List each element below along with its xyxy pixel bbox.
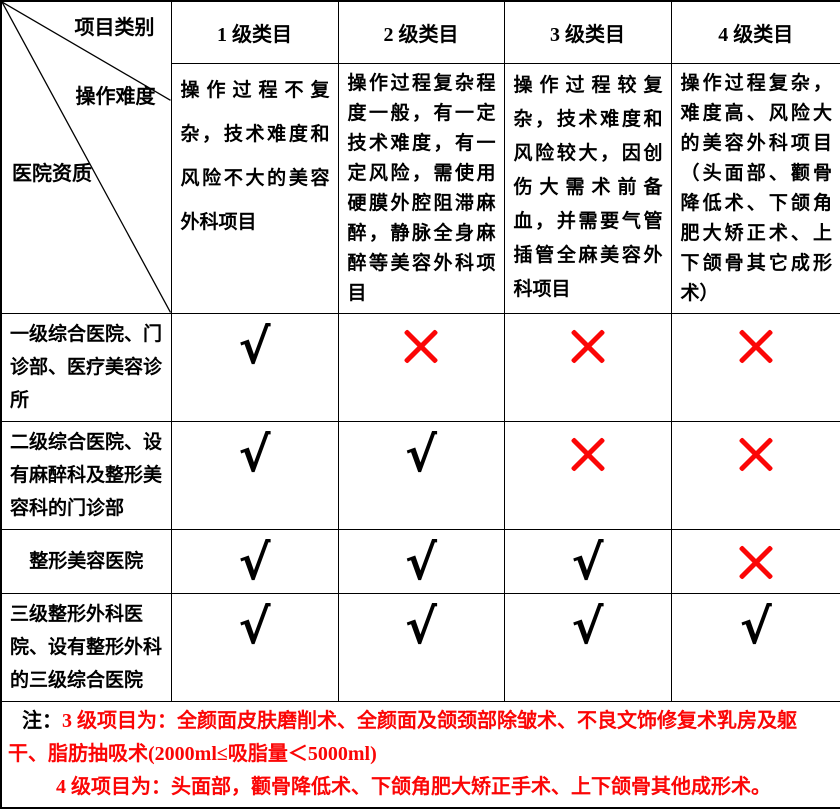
permission-cell bbox=[670, 420, 840, 530]
permission-cell bbox=[337, 592, 505, 702]
footnote-line-level3: 注：3 级项目为：全颜面皮肤磨削术、全颜面及颌颈部除皱术、不良文饰修复术乳房及躯… bbox=[8, 705, 834, 771]
check-icon bbox=[571, 598, 603, 656]
permission-cell bbox=[170, 312, 339, 422]
check-icon bbox=[571, 534, 603, 592]
permission-cell bbox=[170, 528, 339, 594]
permission-cell bbox=[503, 592, 672, 702]
cross-icon bbox=[740, 546, 772, 578]
row-label-plastic-surgery-hospital: 整形美容医院 bbox=[0, 528, 172, 594]
column-header-level-1: 1 级类目 bbox=[170, 0, 339, 64]
footnote-prefix: 注： bbox=[22, 709, 62, 732]
footnote: 注：3 级项目为：全颜面皮肤磨削术、全颜面及颌颈部除皱术、不良文饰修复术乳房及躯… bbox=[0, 700, 840, 808]
diagonal-lines bbox=[2, 2, 171, 313]
permission-cell bbox=[337, 312, 505, 422]
permission-cell bbox=[503, 420, 672, 530]
cross-icon bbox=[572, 330, 604, 362]
footnote-line-level4: 4 级项目为：头面部，颧骨降低术、下颌角肥大矫正手术、上下颌骨其他成形术。 bbox=[56, 775, 771, 798]
check-icon bbox=[405, 426, 437, 484]
cross-icon bbox=[572, 438, 604, 470]
corner-label-hospital-qualification: 医院资质 bbox=[12, 163, 92, 185]
column-header-level-2: 2 级类目 bbox=[337, 0, 505, 64]
corner-diagonal-cell: 项目类别 操作难度 医院资质 bbox=[0, 0, 172, 314]
corner-label-operation-difficulty: 操作难度 bbox=[75, 86, 156, 108]
cross-icon bbox=[740, 438, 772, 470]
table-row: 一级综合医院、门诊部、医疗美容诊所 bbox=[0, 312, 840, 422]
level-2-description: 操作过程复杂程度一般，有一定技术难度，有一定风险，需使用硬膜外腔阻滞麻醉，静脉全… bbox=[337, 62, 505, 314]
check-icon bbox=[238, 534, 270, 592]
check-icon bbox=[740, 598, 772, 656]
description-row: 操作过程不复杂，技术难度和风险不大的美容外科项目 操作过程复杂程度一般，有一定技… bbox=[1, 62, 840, 314]
permission-cell bbox=[170, 592, 339, 702]
permission-cell bbox=[670, 528, 840, 594]
row-label-tier2-hospital: 二级综合医院、设有麻醉科及整形美容科的门诊部 bbox=[0, 420, 172, 530]
level-1-description: 操作过程不复杂，技术难度和风险不大的美容外科项目 bbox=[170, 62, 339, 314]
permission-cell bbox=[670, 312, 840, 422]
column-header-level-4: 4 级类目 bbox=[670, 0, 840, 64]
permission-cell bbox=[337, 528, 505, 594]
permission-cell bbox=[503, 312, 672, 422]
cross-icon bbox=[740, 330, 772, 362]
cross-icon bbox=[405, 330, 437, 362]
permission-cell bbox=[670, 592, 840, 702]
check-icon bbox=[238, 318, 270, 376]
table-row: 三级整形外科医院、设有整形外科的三级综合医院 bbox=[0, 592, 840, 702]
corner-label-project-category: 项目类别 bbox=[74, 17, 155, 39]
check-icon bbox=[238, 426, 270, 484]
document-page: 项目类别 操作难度 医院资质 1 级类目 2 级类目 3 级类目 4 级类目 操… bbox=[0, 0, 840, 725]
table-row: 整形美容医院 bbox=[0, 528, 840, 594]
level-3-description: 操作过程较复杂，技术难度和风险较大，因创伤大需术前备血，并需要气管插管全麻美容外… bbox=[503, 62, 672, 314]
row-label-tier1-hospital: 一级综合医院、门诊部、医疗美容诊所 bbox=[0, 312, 172, 422]
column-header-level-3: 3 级类目 bbox=[503, 0, 672, 64]
check-icon bbox=[238, 598, 270, 656]
level-4-description: 操作过程复杂，难度高、风险大的美容外科项目（头面部、颧骨降低术、下颌角肥大矫正术… bbox=[670, 62, 840, 314]
header-row: 项目类别 操作难度 医院资质 1 级类目 2 级类目 3 级类目 4 级类目 bbox=[0, 0, 840, 314]
row-label-tier3-hospital: 三级整形外科医院、设有整形外科的三级综合医院 bbox=[0, 592, 172, 702]
check-icon bbox=[405, 598, 437, 656]
check-icon bbox=[405, 534, 437, 592]
table-row: 二级综合医院、设有麻醉科及整形美容科的门诊部 bbox=[0, 420, 840, 530]
permission-cell bbox=[337, 420, 505, 530]
footnote-row: 注：3 级项目为：全颜面皮肤磨削术、全颜面及颌颈部除皱术、不良文饰修复术乳房及躯… bbox=[0, 700, 840, 808]
permission-cell bbox=[503, 528, 672, 594]
permission-cell bbox=[170, 420, 339, 530]
footnote-level3-text: 3 级项目为：全颜面皮肤磨削术、全颜面及颌颈部除皱术、不良文饰修复术乳房及躯干、… bbox=[8, 709, 797, 765]
